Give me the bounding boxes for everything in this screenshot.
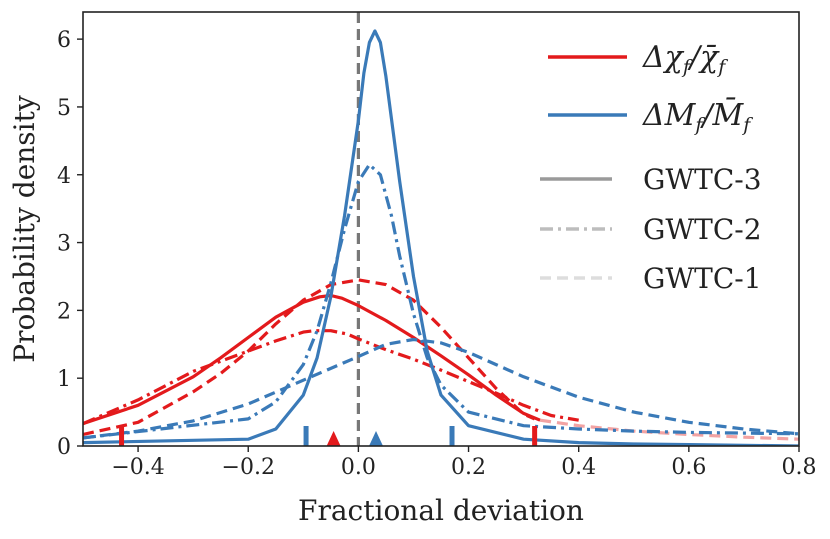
- x-tick-label: 0.4: [561, 455, 596, 480]
- series-chi-gwtc-3: [83, 293, 541, 426]
- y-tick-label: 0: [57, 435, 71, 460]
- median-marker-chi: [326, 431, 341, 446]
- series-chi-gwtc-2: [83, 329, 579, 426]
- interval-marker-mass: [449, 426, 455, 446]
- legend-label-chi: Δχf​/χ̄f​: [642, 40, 728, 78]
- x-axis-label: Fractional deviation: [298, 494, 584, 527]
- y-axis: 0 1 2 3 4 5 6: [57, 28, 83, 460]
- legend-label-gwtc-1: GWTC-1: [643, 262, 762, 295]
- legend-label-gwtc-3: GWTC-3: [643, 163, 762, 196]
- y-tick-label: 5: [57, 96, 71, 121]
- y-tick-label: 4: [57, 164, 71, 189]
- x-tick-label: 0.6: [671, 455, 706, 480]
- series-mass-gwtc-1: [83, 337, 799, 440]
- x-tick-label: 0.8: [782, 455, 817, 480]
- y-tick-label: 1: [57, 367, 71, 392]
- y-tick-label: 6: [57, 28, 71, 53]
- median-marker-mass: [369, 431, 384, 446]
- legend-label-gwtc-2: GWTC-2: [643, 213, 762, 246]
- x-tick-label: −0.4: [111, 455, 164, 480]
- x-tick-label: −0.2: [222, 455, 275, 480]
- interval-marker-chi: [119, 426, 125, 446]
- x-tick-label: 0.2: [451, 455, 486, 480]
- series-layer: [83, 12, 799, 446]
- plot-frame: [82, 11, 800, 447]
- legend: Δχf​/χ̄f​ ΔMf​/M̄f​ GWTC-3 GWTC-2 GWTC-1: [540, 40, 762, 295]
- series-chi-tail: [539, 418, 799, 441]
- x-axis: −0.4 −0.2 0.0 0.2 0.4 0.6 0.8: [111, 446, 817, 480]
- series-chi-gwtc-1: [83, 278, 536, 437]
- interval-marker-mass: [303, 426, 309, 446]
- interval-marker-chi: [532, 426, 538, 446]
- series-mass-gwtc-2: [83, 163, 799, 440]
- series-mass-gwtc-3: [83, 29, 799, 446]
- marker-layer: [119, 426, 538, 446]
- y-tick-label: 3: [57, 232, 71, 257]
- y-axis-label: Probability density: [8, 95, 41, 363]
- x-tick-label: 0.0: [341, 455, 376, 480]
- y-tick-label: 2: [57, 299, 71, 324]
- legend-label-mass: ΔMf​/M̄f​: [642, 97, 753, 136]
